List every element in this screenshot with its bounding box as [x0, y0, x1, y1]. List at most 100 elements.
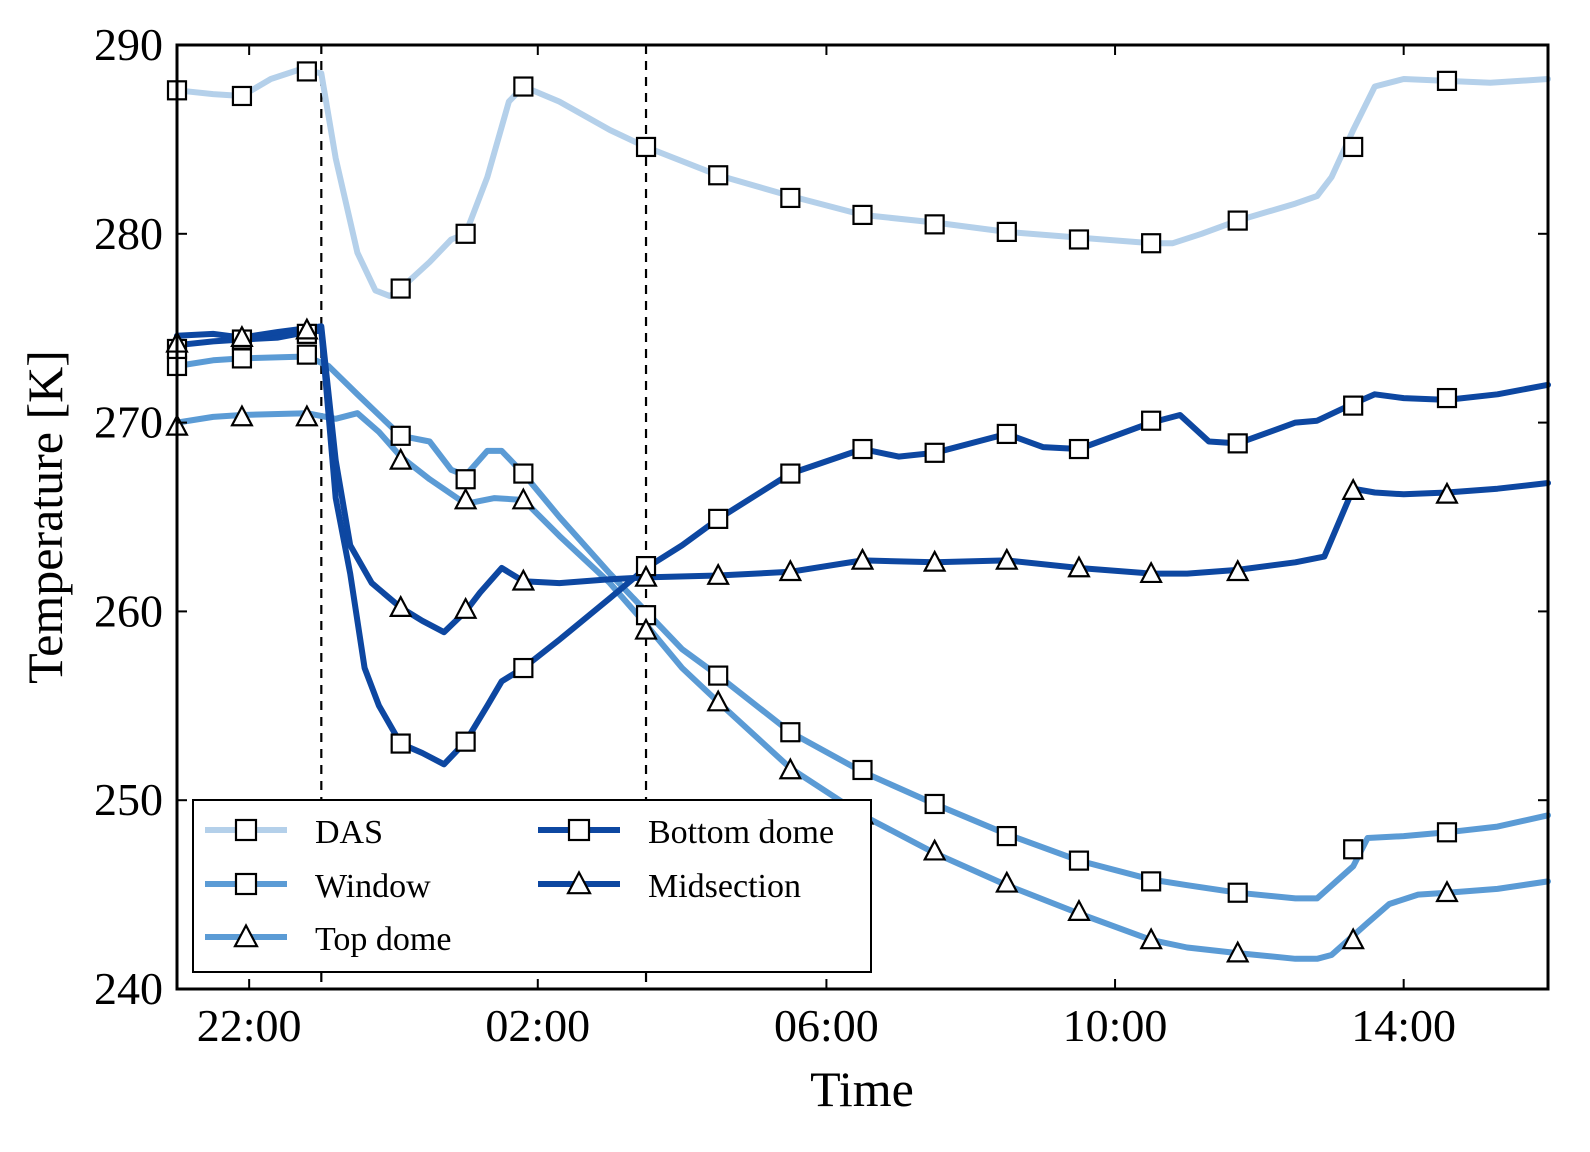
data-point-midsection: [778, 559, 803, 582]
data-point-bottom-dome: [1227, 433, 1248, 454]
x-tick-label: 10:00: [1063, 1000, 1168, 1051]
y-tick-label: 240: [94, 963, 163, 1014]
data-point-das: [455, 223, 476, 244]
data-point-midsection: [453, 596, 478, 619]
data-point-window: [996, 825, 1017, 847]
legend-label-midsection: Midsection: [648, 868, 801, 905]
data-point-bottom-dome: [1343, 395, 1364, 416]
series-line-bottom-dome: [174, 327, 1551, 768]
data-point-bottom-dome: [780, 463, 801, 484]
x-tick-label: 22:00: [197, 1000, 302, 1051]
data-point-window: [231, 348, 253, 369]
data-point-midsection: [511, 568, 536, 591]
data-point-top-dome: [453, 487, 478, 510]
data-point-top-dome: [1067, 898, 1091, 921]
data-point-window: [296, 344, 317, 365]
x-tick-label: 06:00: [774, 1000, 879, 1051]
data-point-top-dome: [388, 447, 413, 470]
data-point-top-dome: [1435, 880, 1459, 903]
data-point-das: [780, 187, 801, 209]
data-point-window: [390, 425, 411, 446]
series-line-midsection: [174, 323, 1551, 636]
y-tick-label: 290: [94, 19, 163, 70]
data-point-top-dome: [995, 870, 1019, 893]
series-line-das: [174, 66, 1551, 300]
data-point-bottom-dome: [390, 733, 411, 754]
data-point-window: [1436, 822, 1458, 843]
data-point-top-dome: [1341, 927, 1365, 950]
data-point-das: [1436, 70, 1458, 91]
data-point-bottom-dome: [1068, 438, 1090, 460]
legend-label-bottom-dome: Bottom dome: [648, 814, 834, 851]
data-point-midsection: [1139, 560, 1163, 584]
series-markers: [165, 61, 1459, 963]
data-point-window: [513, 463, 534, 484]
data-point-top-dome: [295, 404, 319, 427]
data-point-das: [1343, 136, 1364, 158]
data-point-das: [708, 165, 729, 186]
data-point-midsection: [634, 564, 658, 587]
data-point-window: [780, 722, 801, 743]
data-point-midsection: [1067, 555, 1091, 578]
data-point-window: [1227, 882, 1248, 903]
data-point-top-dome: [634, 617, 658, 640]
data-point-bottom-dome: [708, 508, 729, 529]
data-point-midsection: [995, 547, 1019, 570]
legend-swatch-marker: [234, 818, 258, 842]
data-point-midsection: [706, 562, 730, 585]
data-point-das: [635, 136, 657, 158]
data-point-das: [1227, 210, 1248, 231]
data-point-midsection: [230, 324, 254, 348]
data-point-bottom-dome: [1141, 410, 1162, 431]
data-point-das: [852, 204, 873, 226]
y-tick-label: 280: [94, 208, 163, 259]
data-point-midsection: [295, 317, 319, 340]
legend-box: [192, 799, 872, 973]
data-point-top-dome: [1139, 927, 1163, 950]
legend-swatch-marker: [234, 872, 258, 896]
data-point-bottom-dome: [1436, 387, 1458, 409]
data-point-das: [996, 221, 1017, 243]
plot-frame: [175, 43, 1550, 991]
y-tick-label: 270: [94, 397, 163, 448]
series-layer: [165, 61, 1551, 963]
y-tick-label: 260: [94, 585, 163, 636]
x-tick-label: 14:00: [1351, 1000, 1456, 1051]
data-point-das: [924, 214, 945, 235]
data-point-bottom-dome: [455, 731, 476, 752]
data-point-top-dome: [230, 404, 254, 427]
legend-swatch-marker: [567, 818, 591, 842]
x-tick-label: 02:00: [485, 1000, 590, 1051]
data-point-das: [1068, 229, 1090, 250]
x-axis-title: Time: [810, 1061, 914, 1117]
data-point-top-dome: [922, 838, 947, 861]
data-point-window: [1068, 850, 1090, 871]
legend-swatch-marker: [566, 870, 592, 895]
data-point-bottom-dome: [513, 657, 534, 679]
data-point-das: [1141, 233, 1162, 254]
data-point-das: [296, 61, 317, 82]
data-point-midsection: [922, 549, 947, 572]
data-point-das: [390, 278, 411, 299]
axis-ticks: 22:00 02:00 06:00 10:00 14:00 240 250 260 270 280…: [94, 19, 1548, 1051]
data-point-window: [924, 793, 945, 815]
data-point-bottom-dome: [852, 438, 873, 460]
data-point-das: [231, 85, 253, 107]
data-point-midsection: [1225, 559, 1250, 582]
data-point-window: [708, 665, 729, 686]
legend-label-window: Window: [315, 868, 431, 905]
data-point-window: [852, 759, 873, 781]
data-point-top-dome: [706, 689, 730, 712]
legend-label-das: DAS: [315, 814, 383, 851]
legend-swatch-marker: [233, 923, 259, 948]
data-point-bottom-dome: [996, 423, 1017, 445]
data-point-top-dome: [1225, 940, 1250, 963]
data-point-bottom-dome: [924, 442, 945, 463]
y-axis-title: Temperature [K]: [17, 350, 73, 684]
legend-label-top-dome: Top dome: [315, 921, 451, 958]
data-point-top-dome: [511, 487, 536, 510]
data-point-midsection: [850, 547, 875, 570]
data-point-midsection: [388, 594, 413, 618]
series-line-window: [174, 353, 1551, 902]
